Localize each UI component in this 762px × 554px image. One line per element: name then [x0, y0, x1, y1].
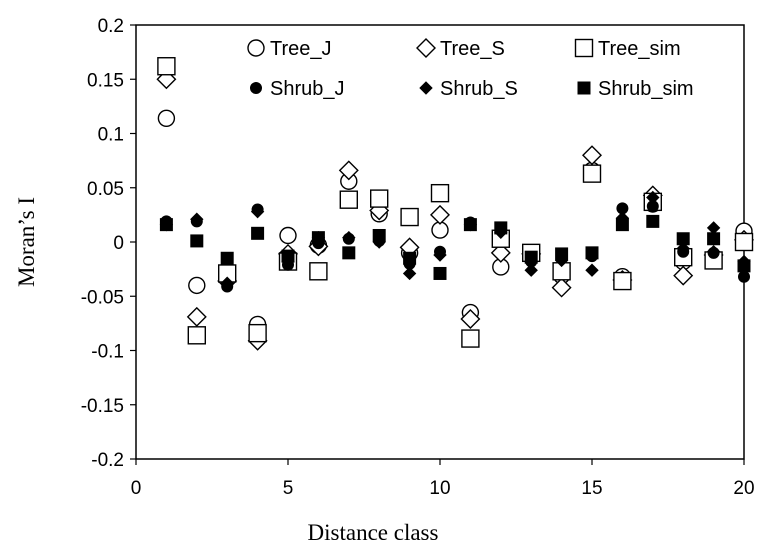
x-tick-label: 0	[131, 478, 142, 499]
legend-marker	[419, 81, 433, 95]
data-point	[220, 251, 234, 265]
y-tick-label: -0.2	[91, 450, 124, 471]
data-point	[370, 189, 389, 208]
data-point	[186, 306, 207, 327]
data-point	[734, 232, 754, 252]
x-tick-label: 20	[733, 478, 754, 499]
legend-label: Shrub_S	[440, 78, 518, 100]
data-point	[676, 241, 690, 256]
data-point	[490, 242, 511, 263]
x-tick-label: 15	[581, 478, 602, 499]
data-point	[338, 160, 359, 181]
legend: Tree_J Tree_S Tree_sim Shrub_J Shrub_S Shrub_…	[247, 38, 694, 100]
legend-marker	[574, 38, 594, 58]
series-shrub-sim	[159, 214, 751, 280]
data-point	[463, 218, 477, 232]
data-point	[673, 265, 694, 286]
y-tick-label: 0	[113, 233, 124, 254]
data-point	[585, 246, 599, 260]
data-point	[460, 309, 481, 330]
data-point	[707, 246, 720, 259]
data-point	[402, 266, 417, 281]
x-axis-ticks: 0 5 10 15 20	[131, 459, 755, 499]
y-axis-title: Moran’s I	[14, 197, 39, 287]
x-axis-title: Distance class	[308, 520, 439, 545]
data-point	[555, 247, 569, 261]
data-point	[585, 263, 599, 277]
legend-label: Shrub_J	[270, 78, 345, 100]
legend-label: Tree_J	[270, 38, 332, 60]
data-point	[551, 277, 572, 298]
data-point	[220, 276, 234, 290]
data-points	[156, 57, 754, 351]
data-point	[433, 248, 447, 262]
data-point	[309, 262, 328, 281]
data-point	[430, 183, 450, 203]
data-point	[157, 109, 176, 128]
data-point	[190, 234, 204, 248]
data-point	[707, 232, 721, 246]
data-point	[646, 214, 660, 228]
data-point	[494, 221, 508, 235]
data-point	[461, 329, 480, 348]
data-point	[403, 251, 417, 265]
data-point	[187, 326, 207, 345]
data-point	[615, 218, 629, 232]
data-point	[342, 230, 356, 245]
legend-marker	[416, 38, 436, 58]
data-point	[157, 57, 176, 76]
data-point	[279, 226, 297, 245]
data-point	[524, 263, 538, 277]
y-tick-label: 0.15	[87, 70, 124, 91]
plot-area	[135, 24, 745, 460]
data-point	[248, 323, 267, 343]
y-tick-label: -0.1	[91, 342, 124, 363]
y-tick-label: 0.05	[87, 179, 124, 200]
legend-label: Shrub_sim	[598, 78, 694, 100]
legend-marker	[577, 81, 591, 95]
y-tick-label: -0.05	[81, 287, 124, 308]
data-point	[430, 204, 450, 225]
legend-label: Tree_S	[440, 38, 505, 60]
y-tick-label: -0.15	[81, 396, 124, 417]
data-point	[433, 266, 447, 280]
data-point	[737, 259, 751, 273]
data-point	[738, 270, 750, 283]
legend-label: Tree_sim	[598, 38, 681, 60]
data-point	[646, 190, 660, 205]
y-tick-label: 0.2	[98, 16, 124, 37]
data-point	[676, 232, 690, 246]
data-point	[342, 246, 356, 260]
data-point	[250, 204, 265, 219]
data-point	[281, 249, 295, 263]
data-point	[372, 228, 386, 242]
data-point	[251, 226, 265, 240]
data-point	[311, 231, 325, 245]
data-point	[188, 276, 206, 295]
data-point	[400, 207, 419, 227]
x-tick-label: 5	[283, 478, 294, 499]
data-point	[582, 164, 602, 183]
y-axis-ticks: 0.2 0.15 0.1 0.05 0 -0.05 -0.1 -0.15 -0.2	[81, 16, 136, 471]
legend-marker	[250, 82, 262, 94]
data-point	[524, 250, 538, 264]
data-point	[582, 145, 602, 166]
y-tick-label: 0.1	[98, 125, 124, 146]
data-point	[339, 190, 358, 209]
series-tree-sim	[157, 57, 754, 348]
legend-marker	[247, 39, 265, 57]
data-point	[159, 218, 173, 232]
data-point	[190, 212, 204, 226]
data-point	[613, 271, 632, 291]
x-tick-label: 10	[429, 478, 450, 499]
